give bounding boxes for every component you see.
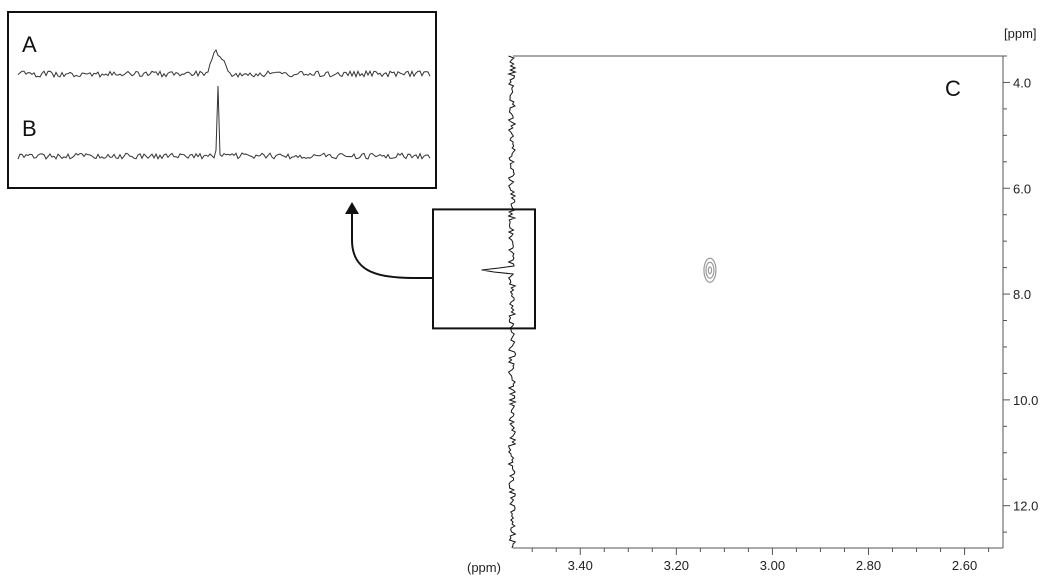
plot-area: C 3.40 3.20 3.00 2.80 2.60 4.0 6.0 8.0 10.0 12.0…	[467, 26, 1038, 575]
y-tick-label: 8.0	[1013, 287, 1031, 302]
cross-peak-contour	[705, 261, 715, 279]
panel-label-a: A	[22, 32, 37, 57]
x-tick-label: 3.40	[568, 558, 593, 573]
x-axis-ticks: 3.40 3.20 3.00 2.80 2.60	[531, 548, 990, 573]
zoom-box	[432, 208, 536, 330]
y-tick-label: 6.0	[1013, 181, 1031, 196]
inset-frame	[7, 11, 437, 189]
cross-peak-contour	[707, 266, 713, 275]
x-tick-label: 3.00	[760, 558, 785, 573]
x-tick-label: 2.80	[856, 558, 881, 573]
y-tick-label: 12.0	[1013, 499, 1038, 514]
y-axis-ticks: 4.0 6.0 8.0 10.0 12.0	[1003, 55, 1038, 533]
cross-peaks	[703, 257, 717, 283]
zoom-arrow-line	[351, 212, 434, 280]
projection-trace	[481, 55, 517, 549]
cross-peak-contour	[703, 257, 717, 283]
x-tick-label: 2.60	[952, 558, 977, 573]
panel-label-b: B	[22, 116, 37, 141]
y-tick-label: 4.0	[1013, 75, 1031, 90]
zoom-arrow	[345, 202, 434, 280]
trace-b	[17, 85, 431, 160]
projection-spectrum	[432, 55, 536, 549]
panel-label-c: C	[945, 76, 961, 101]
y-axis-unit: [ppm]	[1004, 26, 1037, 41]
x-tick-label: 3.20	[664, 558, 689, 573]
trace-a	[17, 48, 431, 79]
y-tick-label: 10.0	[1013, 393, 1038, 408]
zoom-arrow-head	[345, 202, 359, 214]
inset-panel: A B	[7, 11, 437, 189]
x-axis-unit: (ppm)	[467, 560, 501, 575]
